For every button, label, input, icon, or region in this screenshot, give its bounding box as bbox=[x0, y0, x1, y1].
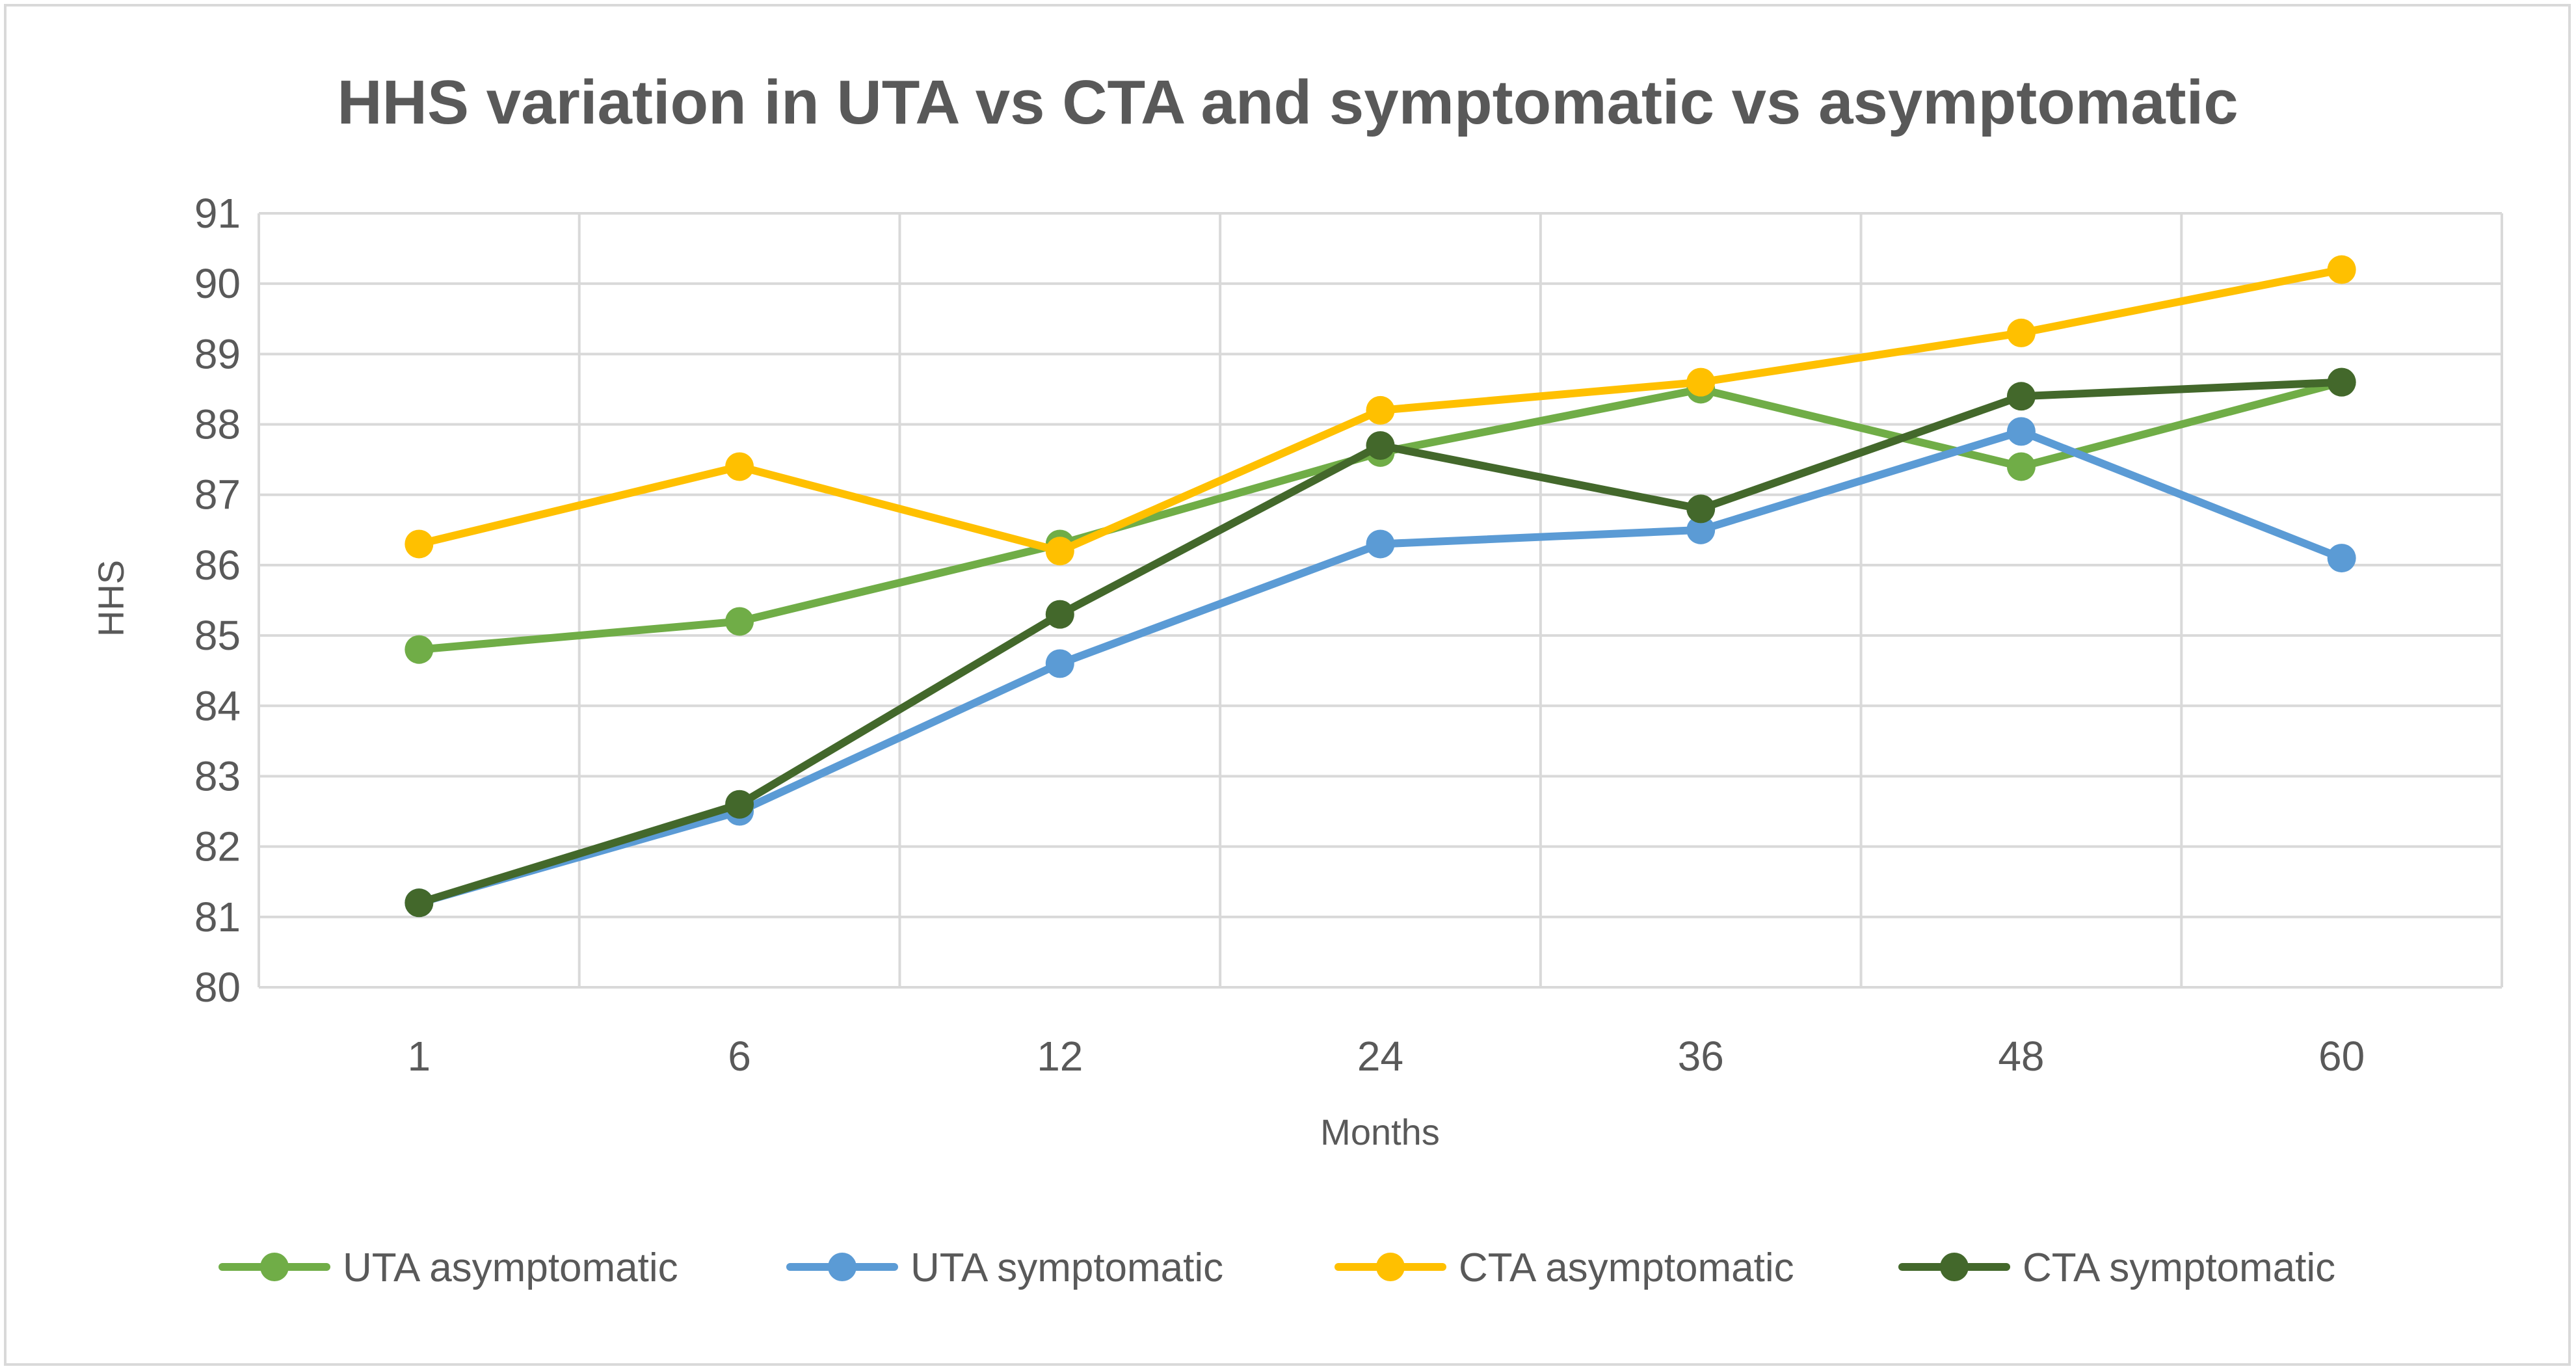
data-point bbox=[1045, 537, 1074, 566]
y-tick-label: 85 bbox=[194, 612, 241, 659]
y-axis-ticks: 80 81 82 83 84 85 86 87 88 89 90 91 bbox=[194, 190, 241, 1011]
x-tick-label: 60 bbox=[2318, 1033, 2365, 1080]
y-axis-label: HHS bbox=[90, 560, 131, 637]
data-point bbox=[2006, 382, 2036, 411]
gridlines bbox=[258, 212, 2503, 989]
y-tick-label: 91 bbox=[194, 190, 241, 237]
y-tick-label: 88 bbox=[194, 401, 241, 448]
legend-swatch-marker bbox=[828, 1253, 856, 1281]
data-point bbox=[405, 635, 434, 664]
data-point bbox=[1045, 649, 1074, 678]
y-tick-label: 89 bbox=[194, 330, 241, 377]
data-point bbox=[1366, 529, 1395, 559]
legend-label: CTA asymptomatic bbox=[1459, 1245, 1794, 1290]
series-uta-symptomatic bbox=[405, 417, 2356, 918]
y-tick-label: 90 bbox=[194, 260, 241, 307]
data-point bbox=[405, 529, 434, 559]
data-point bbox=[2327, 544, 2356, 573]
x-tick-label: 12 bbox=[1037, 1033, 1083, 1080]
y-tick-label: 87 bbox=[194, 472, 241, 518]
x-tick-label: 48 bbox=[1998, 1033, 2044, 1080]
data-point bbox=[1686, 515, 1716, 544]
series-cta-asymptomatic bbox=[405, 255, 2356, 566]
x-axis-label: Months bbox=[1320, 1111, 1440, 1152]
legend-item: UTA asymptomatic bbox=[219, 1245, 678, 1290]
legend-swatch-marker bbox=[1376, 1253, 1405, 1281]
data-point bbox=[725, 790, 754, 819]
data-point bbox=[2006, 452, 2036, 481]
chart-frame bbox=[4, 4, 2571, 1366]
data-point bbox=[725, 452, 754, 481]
x-axis-ticks: 1 6 12 24 36 48 60 bbox=[408, 1033, 2365, 1080]
series-cta-symptomatic bbox=[405, 367, 2356, 918]
data-point bbox=[725, 607, 754, 636]
data-point bbox=[2327, 255, 2356, 284]
legend-item: UTA symptomatic bbox=[786, 1245, 1223, 1290]
chart-title: HHS variation in UTA vs CTA and symptoma… bbox=[337, 68, 2238, 137]
legend-label: UTA symptomatic bbox=[910, 1245, 1223, 1290]
y-tick-label: 83 bbox=[194, 752, 241, 799]
y-tick-label: 81 bbox=[194, 894, 241, 940]
data-point bbox=[2006, 318, 2036, 347]
data-point bbox=[405, 888, 434, 918]
legend: UTA asymptomatic UTA symptomatic CTA asymp… bbox=[219, 1245, 2335, 1290]
legend-item: CTA asymptomatic bbox=[1334, 1245, 1794, 1290]
x-tick-label: 24 bbox=[1357, 1033, 1403, 1080]
data-point bbox=[1366, 431, 1395, 460]
data-point bbox=[1366, 395, 1395, 425]
data-point bbox=[1686, 494, 1716, 524]
legend-item: CTA symptomatic bbox=[1898, 1245, 2335, 1290]
legend-swatch-marker bbox=[1940, 1253, 1969, 1281]
legend-label: UTA asymptomatic bbox=[343, 1245, 678, 1290]
x-tick-label: 1 bbox=[408, 1033, 431, 1080]
legend-swatch-marker bbox=[260, 1253, 289, 1281]
series-lines bbox=[405, 255, 2356, 918]
y-tick-label: 80 bbox=[194, 964, 241, 1011]
data-point bbox=[2327, 367, 2356, 397]
x-tick-label: 6 bbox=[728, 1033, 751, 1080]
data-point bbox=[2006, 417, 2036, 446]
data-point bbox=[1045, 600, 1074, 629]
y-tick-label: 86 bbox=[194, 542, 241, 589]
data-point bbox=[1686, 367, 1716, 397]
legend-label: CTA symptomatic bbox=[2023, 1245, 2335, 1290]
y-tick-label: 82 bbox=[194, 823, 241, 870]
x-tick-label: 36 bbox=[1678, 1033, 1724, 1080]
series-line bbox=[415, 427, 2346, 907]
y-tick-label: 84 bbox=[194, 682, 241, 729]
